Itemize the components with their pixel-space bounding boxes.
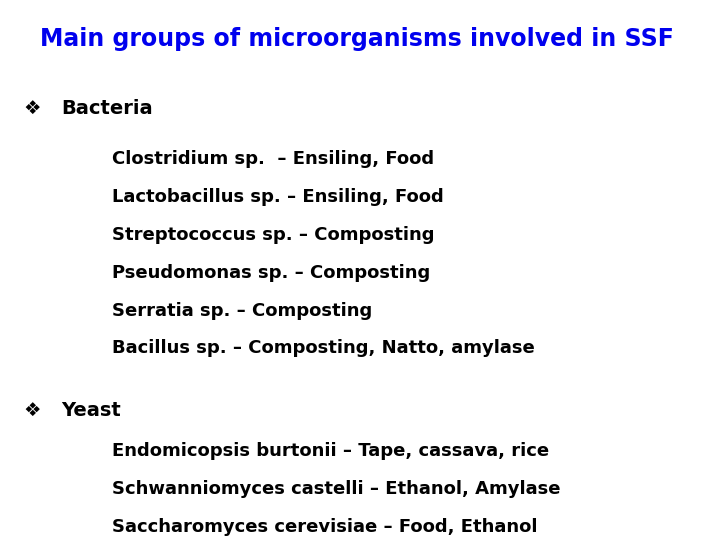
- Text: Yeast: Yeast: [61, 401, 121, 420]
- Text: Serratia sp. – Composting: Serratia sp. – Composting: [112, 301, 372, 320]
- Text: Streptococcus sp. – Composting: Streptococcus sp. – Composting: [112, 226, 434, 244]
- Text: Bacillus sp. – Composting, Natto, amylase: Bacillus sp. – Composting, Natto, amylas…: [112, 339, 534, 357]
- Text: Endomicopsis burtonii – Tape, cassava, rice: Endomicopsis burtonii – Tape, cassava, r…: [112, 442, 549, 460]
- Text: Lactobacillus sp. – Ensiling, Food: Lactobacillus sp. – Ensiling, Food: [112, 188, 444, 206]
- Text: Saccharomyces cerevisiae – Food, Ethanol: Saccharomyces cerevisiae – Food, Ethanol: [112, 517, 537, 536]
- Text: ❖: ❖: [23, 401, 40, 420]
- Text: Main groups of microorganisms involved in SSF: Main groups of microorganisms involved i…: [40, 27, 673, 51]
- Text: Bacteria: Bacteria: [61, 98, 153, 118]
- Text: Pseudomonas sp. – Composting: Pseudomonas sp. – Composting: [112, 264, 430, 282]
- Text: Schwanniomyces castelli – Ethanol, Amylase: Schwanniomyces castelli – Ethanol, Amyla…: [112, 480, 560, 498]
- Text: Clostridium sp.  – Ensiling, Food: Clostridium sp. – Ensiling, Food: [112, 150, 433, 168]
- Text: ❖: ❖: [23, 98, 40, 118]
